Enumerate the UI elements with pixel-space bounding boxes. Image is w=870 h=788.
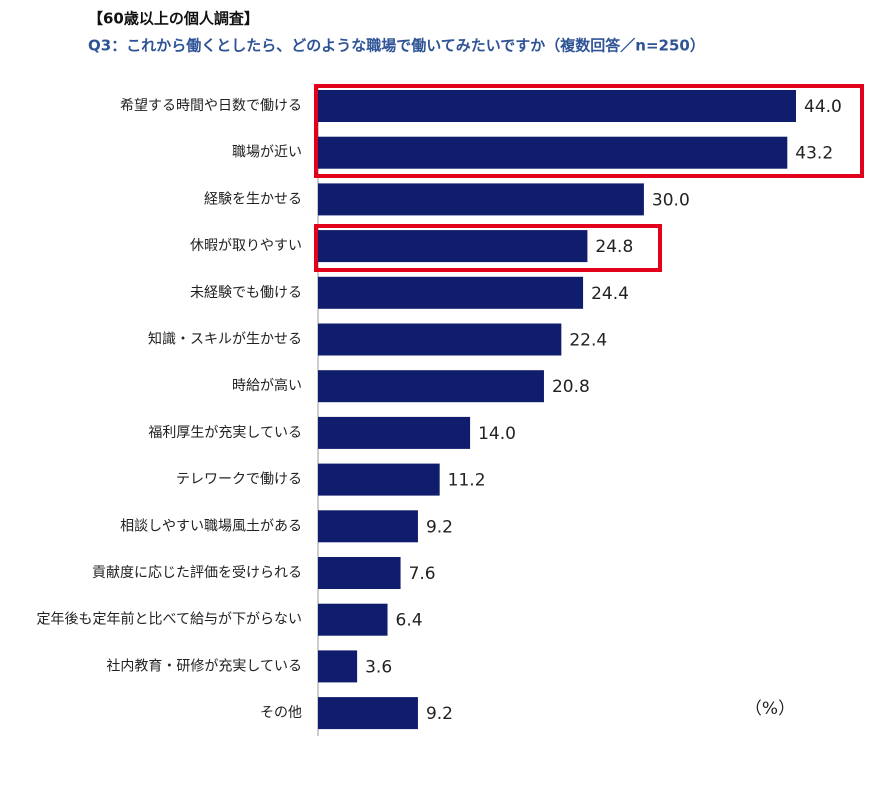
- value-label: 14.0: [478, 424, 516, 444]
- value-label: 6.4: [396, 611, 423, 631]
- value-label: 11.2: [448, 471, 486, 491]
- bar: [318, 697, 418, 730]
- bar: [318, 557, 401, 589]
- bar: [318, 136, 788, 169]
- bar: [318, 370, 544, 403]
- value-label: 20.8: [552, 377, 590, 397]
- bar: [318, 603, 388, 636]
- category-label: 貢献度に応じた評価を受けられる: [92, 565, 302, 581]
- bar: [318, 90, 796, 122]
- value-label: 9.2: [426, 517, 453, 537]
- chart-title: 【60歳以上の個人調査】: [88, 10, 259, 28]
- category-label: 経験を生かせる: [204, 191, 302, 207]
- value-label: 22.4: [569, 331, 607, 351]
- category-label: 職場が近い: [232, 145, 302, 161]
- value-label: 24.8: [595, 237, 633, 257]
- highlight-box: [314, 224, 662, 272]
- category-label: 時給が高い: [232, 377, 302, 394]
- bar: [318, 230, 588, 263]
- value-label: 9.2: [426, 704, 453, 724]
- value-label: 7.6: [409, 564, 436, 584]
- category-label: 社内教育・研修が充実している: [106, 658, 302, 674]
- category-label: 希望する時間や日数で働ける: [120, 98, 302, 114]
- category-label: その他: [260, 705, 302, 721]
- bar: [318, 323, 562, 356]
- highlight-box: [314, 84, 864, 178]
- category-label: 相談しやすい職場風土がある: [120, 518, 302, 534]
- value-label: 44.0: [804, 97, 842, 117]
- category-label: 定年後も定年前と比べて給与が下がらない: [37, 611, 302, 628]
- value-label: 3.6: [365, 657, 392, 677]
- bar: [318, 510, 418, 543]
- category-label: テレワークで働ける: [176, 472, 302, 488]
- category-label: 未経験でも働ける: [190, 285, 302, 301]
- value-label: 30.0: [652, 190, 690, 210]
- bar: [318, 463, 440, 496]
- category-label: 福利厚生が充実している: [148, 425, 302, 441]
- value-label: 43.2: [795, 144, 833, 164]
- category-label: 休暇が取りやすい: [190, 238, 302, 254]
- chart-subtitle: Q3：これから働くとしたら、どのような職場で働いてみたいですか（複数回答／n=2…: [88, 37, 705, 55]
- bar: [318, 183, 644, 216]
- value-label: 24.4: [591, 284, 629, 304]
- bar: [318, 276, 584, 309]
- unit-label: （%）: [745, 699, 795, 719]
- category-label: 知識・スキルが生かせる: [148, 331, 302, 348]
- bar: [318, 416, 471, 449]
- bar: [318, 650, 358, 683]
